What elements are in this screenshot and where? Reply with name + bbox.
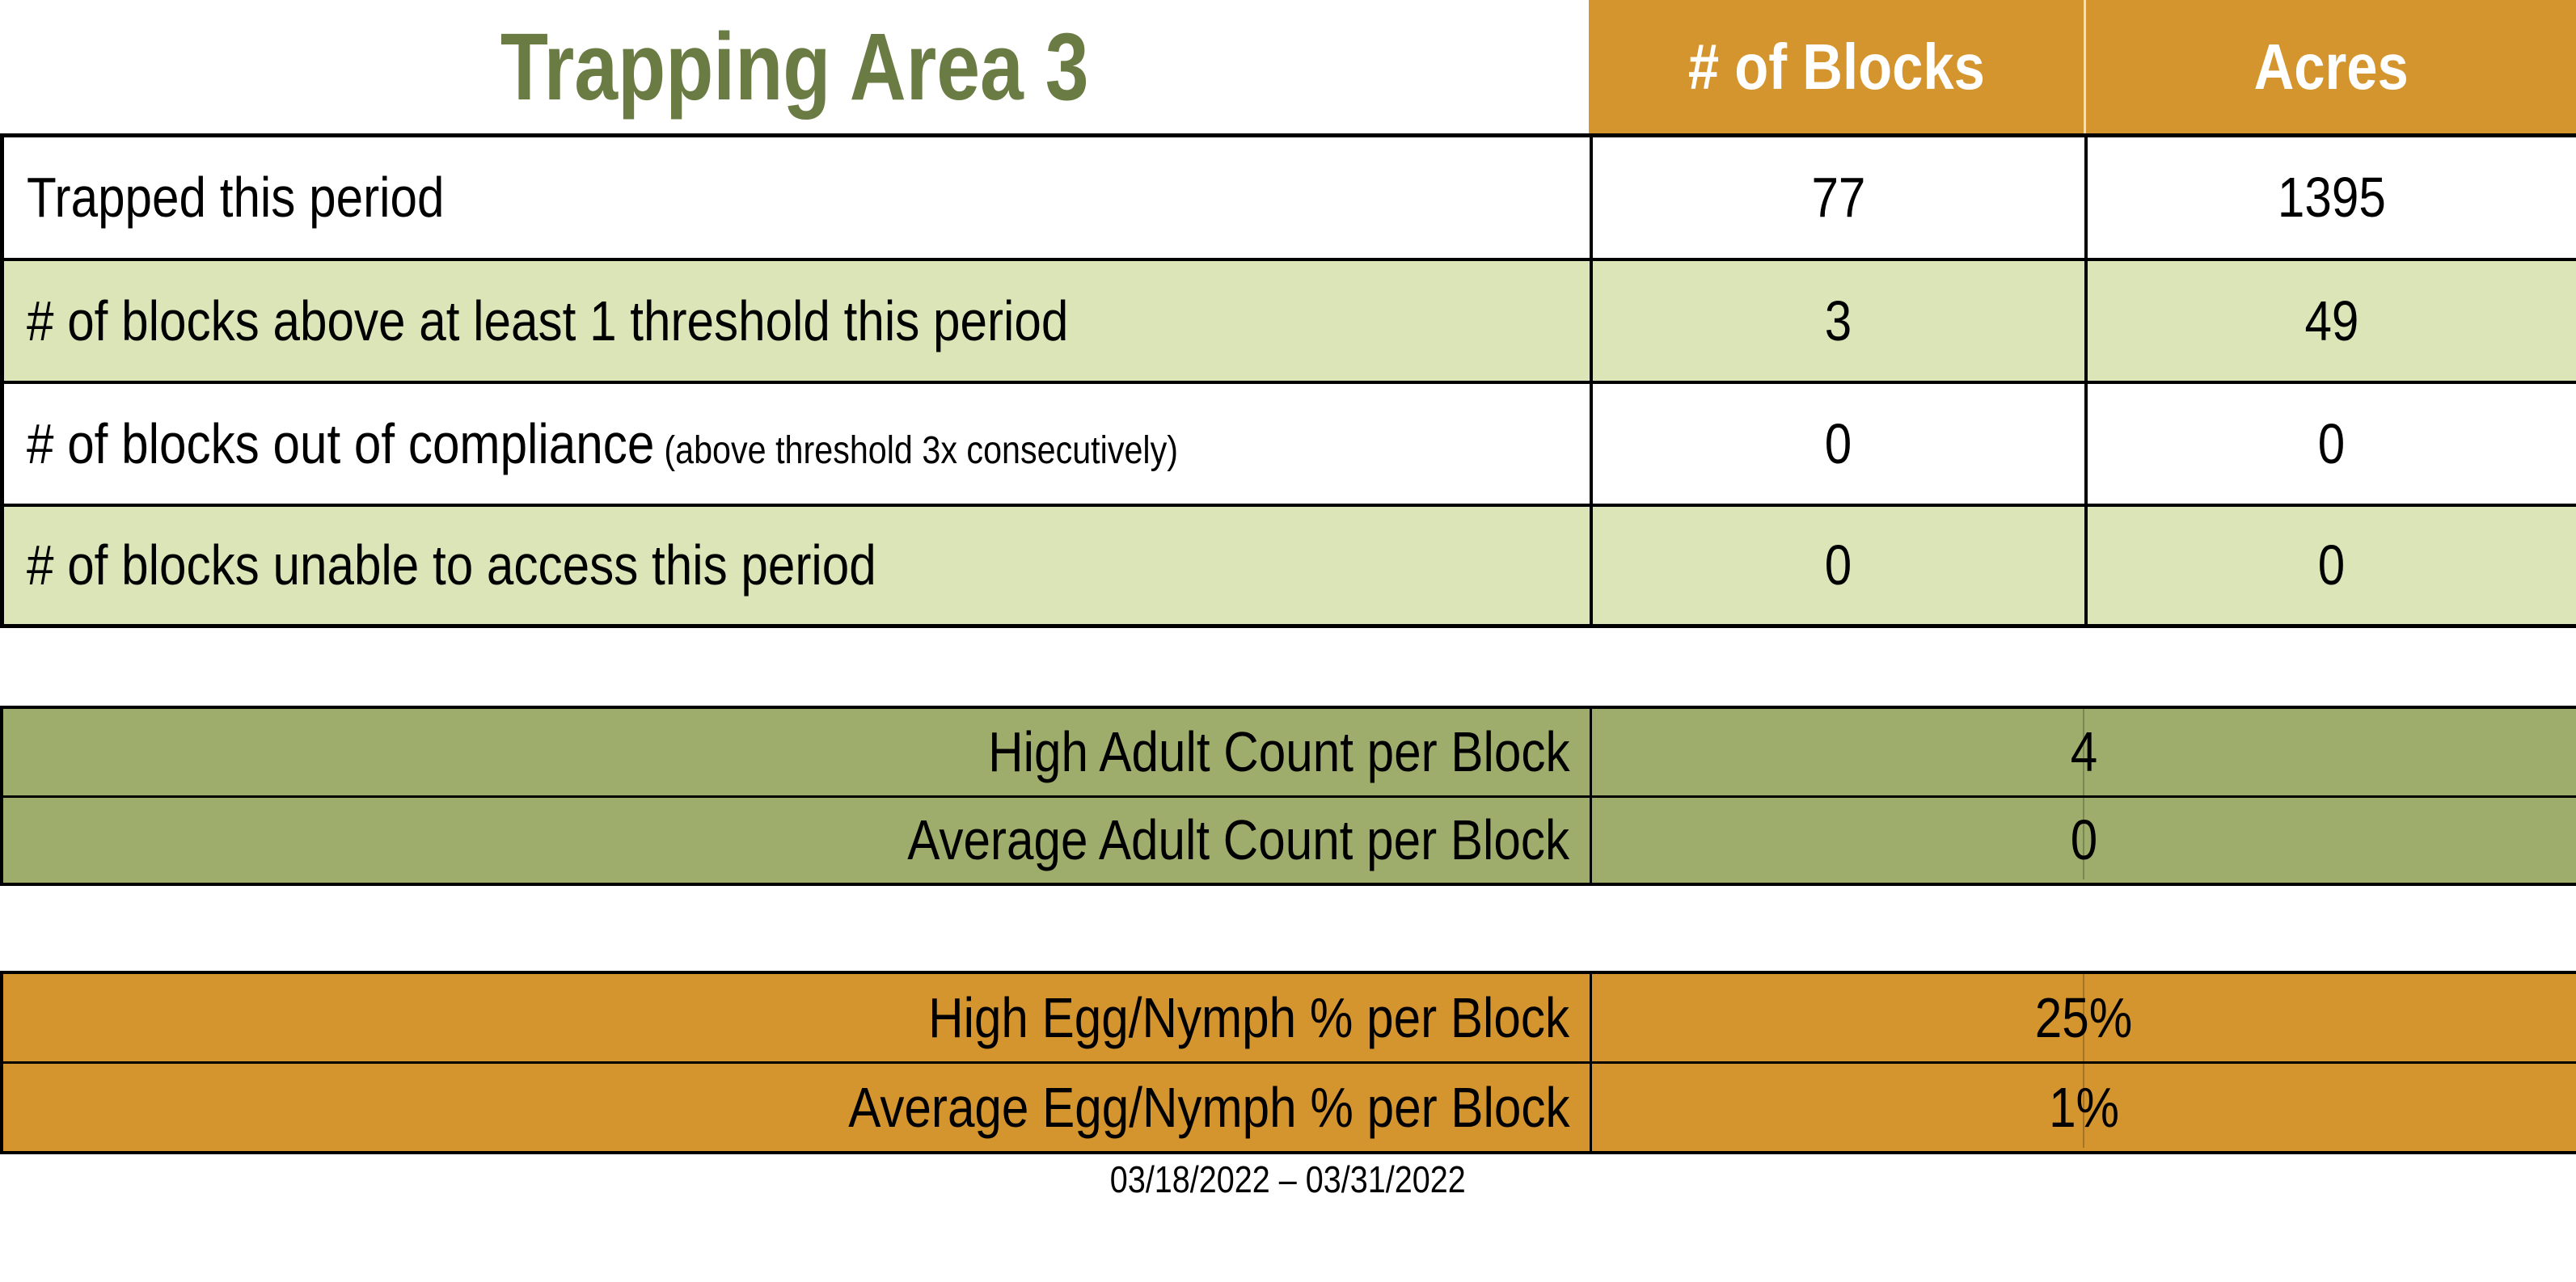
- column-divider-faint: [2083, 709, 2084, 879]
- table-row-unable-to-access: # of blocks unable to access this period…: [0, 503, 2576, 628]
- blocks-value: 77: [1589, 133, 2088, 261]
- row-label-note: (above threshold 3x consecutively): [664, 428, 1178, 472]
- row-label: # of blocks out of compliance (above thre…: [0, 380, 1593, 507]
- column-header-blocks: # of Blocks: [1589, 0, 2084, 133]
- row-label: Average Egg/Nymph % per Block: [0, 1061, 1592, 1154]
- row-label: Average Adult Count per Block: [0, 795, 1592, 886]
- table-row-average-adult: Average Adult Count per Block 0: [0, 795, 2576, 886]
- row-value: 0: [1589, 795, 2576, 886]
- table-row-high-egg: High Egg/Nymph % per Block 25%: [0, 971, 2576, 1064]
- row-value: 1%: [1589, 1061, 2576, 1154]
- row-label: # of blocks unable to access this period: [0, 503, 1593, 628]
- column-header-acres: Acres: [2084, 0, 2576, 133]
- adult-count-table: High Adult Count per Block 4 Average Adu…: [0, 706, 2576, 886]
- blocks-value: 0: [1589, 503, 2088, 628]
- column-divider-faint: [2083, 974, 2084, 1148]
- blocks-value: 0: [1589, 380, 2088, 507]
- page-title: Trapping Area 3: [500, 13, 1089, 120]
- row-label: High Adult Count per Block: [0, 706, 1592, 798]
- date-range: 03/18/2022 – 03/31/2022: [1110, 1158, 1466, 1200]
- row-label: High Egg/Nymph % per Block: [0, 971, 1592, 1064]
- table-row-average-egg: Average Egg/Nymph % per Block 1%: [0, 1061, 2576, 1154]
- table-row-out-of-compliance: # of blocks out of compliance (above thre…: [0, 380, 2576, 507]
- acres-value: 49: [2084, 257, 2576, 384]
- acres-value: 0: [2084, 503, 2576, 628]
- acres-value: 0: [2084, 380, 2576, 507]
- table-row-above-threshold: # of blocks above at least 1 threshold t…: [0, 257, 2576, 384]
- egg-nymph-table: High Egg/Nymph % per Block 25% Average E…: [0, 971, 2576, 1154]
- table-row-high-adult: High Adult Count per Block 4: [0, 706, 2576, 798]
- acres-value: 1395: [2084, 133, 2576, 261]
- row-label: # of blocks above at least 1 threshold t…: [0, 257, 1593, 384]
- table-row-trapped: Trapped this period 77 1395: [0, 133, 2576, 261]
- summary-table: Trapped this period 77 1395 # of blocks …: [0, 133, 2576, 628]
- row-value: 4: [1589, 706, 2576, 798]
- blocks-value: 3: [1589, 257, 2088, 384]
- row-value: 25%: [1589, 971, 2576, 1064]
- row-label: Trapped this period: [0, 133, 1593, 261]
